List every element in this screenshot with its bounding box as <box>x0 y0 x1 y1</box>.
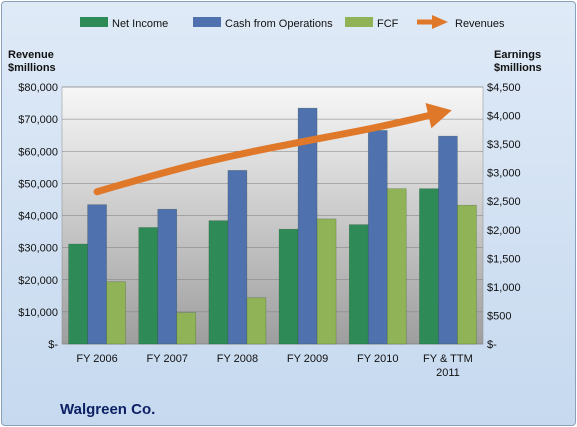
right-tick-label: $500 <box>487 310 511 322</box>
bar-cash-from-operations <box>227 170 248 345</box>
bars <box>68 107 477 345</box>
right-tick-label: $2,000 <box>487 225 521 237</box>
revenue-series-line <box>93 112 432 196</box>
revenue-line <box>93 103 452 196</box>
x-tick-label: 2011 <box>436 367 460 379</box>
x-tick-label: FY 2006 <box>76 353 117 365</box>
legend-label-net-income: Net Income <box>112 18 168 30</box>
bar-fcf <box>457 204 477 345</box>
left-tick-label: $70,000 <box>18 114 58 126</box>
left-tick-label: $40,000 <box>18 211 58 223</box>
legend-label-fcf: FCF <box>377 18 399 30</box>
revenue-arrow-head <box>425 103 452 129</box>
x-tick-label: FY & TTM <box>423 353 473 365</box>
company-name: Walgreen Co. <box>60 401 155 418</box>
bar-fcf <box>106 281 126 345</box>
right-tick-label: $2,500 <box>487 196 521 208</box>
legend: Net Income Cash from Operations FCF Reve… <box>80 15 505 30</box>
bar-net-income <box>68 243 88 345</box>
left-tick-label: $10,000 <box>18 307 58 319</box>
bar-cash-from-operations <box>157 208 178 345</box>
bar-fcf <box>316 218 337 345</box>
left-axis-title-line2: $millions <box>8 62 56 74</box>
legend-label-cash-from-operations: Cash from Operations <box>225 18 333 30</box>
legend-swatch-fcf <box>345 17 373 27</box>
legend-swatch-net-income <box>80 17 108 27</box>
bar-cash-from-operations <box>438 135 458 345</box>
left-tick-label: $- <box>48 339 58 351</box>
right-tick-label: $3,000 <box>487 168 521 180</box>
legend-swatch-cash-from-operations <box>193 17 221 27</box>
right-tick-label: $3,500 <box>487 139 521 151</box>
right-axis-title-line1: Earnings <box>494 49 541 61</box>
left-tick-label: $50,000 <box>18 178 58 190</box>
right-tick-label: $- <box>487 339 497 351</box>
x-tick-label: FY 2007 <box>147 353 188 365</box>
bar-fcf <box>176 312 197 345</box>
left-tick-label: $20,000 <box>18 275 58 287</box>
legend-swatch-revenues <box>417 15 448 29</box>
bar-net-income <box>419 188 439 345</box>
bar-fcf <box>386 188 407 345</box>
right-tick-label: $1,000 <box>487 282 521 294</box>
bar-net-income <box>348 224 369 345</box>
left-tick-label: $80,000 <box>18 82 58 94</box>
left-tick-label: $60,000 <box>18 146 58 158</box>
left-axis-title-line1: Revenue <box>8 49 54 61</box>
right-axis-ticks: $- $500 $1,000 $1,500 $2,000 $2,500 $3,000 $3,5… <box>487 82 521 351</box>
legend-label-revenues: Revenues <box>455 18 505 30</box>
bar-net-income <box>138 227 159 345</box>
left-tick-label: $30,000 <box>18 243 58 255</box>
bar-cash-from-operations <box>87 204 107 345</box>
bar-cash-from-operations <box>367 130 388 345</box>
bar-net-income <box>278 228 299 345</box>
right-axis-title-line2: $millions <box>494 62 542 74</box>
x-tick-label: FY 2010 <box>357 353 398 365</box>
right-tick-label: $4,500 <box>487 82 521 94</box>
x-tick-label: FY 2009 <box>287 353 328 365</box>
x-axis-ticks: FY 2006 FY 2007 FY 2008 FY 2009 FY 2010 FY & … <box>76 353 472 379</box>
bar-fcf <box>246 297 267 345</box>
bar-net-income <box>208 220 229 345</box>
right-tick-label: $4,000 <box>487 111 521 123</box>
right-tick-label: $1,500 <box>487 253 521 265</box>
x-tick-label: FY 2008 <box>217 353 258 365</box>
left-axis-ticks: $- $10,000 $20,000 $30,000 $40,000 $50,000 $60… <box>18 82 58 351</box>
